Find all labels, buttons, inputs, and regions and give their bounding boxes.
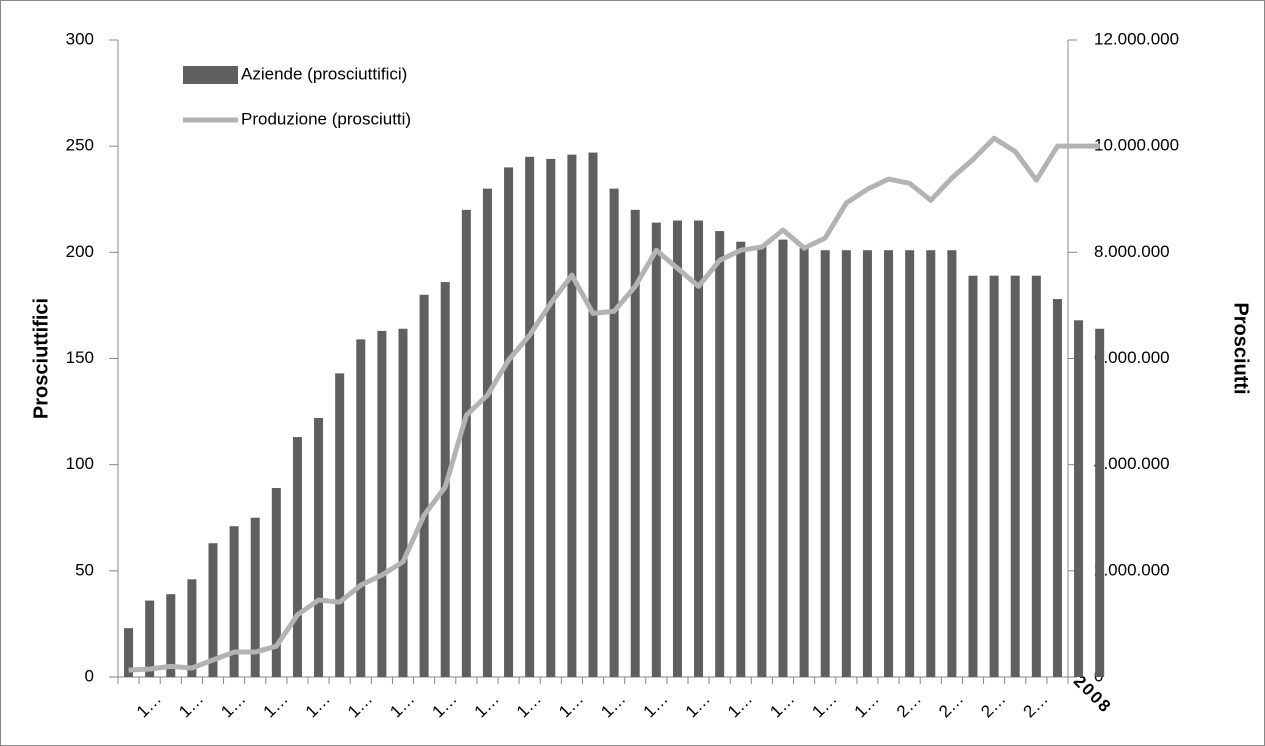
y2-tick-label: 8.000.000 [1094, 242, 1170, 261]
y-tick-label: 0 [85, 666, 94, 685]
bar [799, 248, 809, 677]
bar [482, 188, 492, 677]
bar [377, 330, 387, 677]
legend-swatch [183, 66, 238, 84]
bar [546, 158, 556, 677]
bar [588, 152, 598, 677]
bar [145, 600, 155, 677]
bar [968, 275, 978, 677]
y2-tick-label: 4.000.000 [1094, 454, 1170, 473]
bar [187, 579, 197, 677]
bar [884, 250, 894, 677]
bar [567, 154, 577, 677]
bar [335, 373, 345, 677]
line [128, 135, 1100, 673]
bar [229, 526, 239, 677]
y-tick-label: 50 [75, 560, 94, 579]
bar [926, 250, 936, 677]
bar [398, 328, 408, 677]
y2-tick-label: 12.000.000 [1094, 29, 1179, 48]
bar [292, 437, 302, 677]
bar [314, 417, 324, 677]
bar [1010, 275, 1020, 677]
bar [694, 220, 704, 677]
bar [1095, 328, 1105, 677]
bar [862, 250, 872, 677]
bar [250, 517, 260, 677]
legend-label: Aziende (prosciuttifici) [241, 64, 407, 83]
bar [715, 231, 725, 677]
y-tick-label: 250 [66, 136, 94, 155]
y-tick-label: 200 [66, 242, 94, 261]
y2-axis-title: Prosciutti [1230, 302, 1252, 394]
bar [609, 188, 619, 677]
bar [820, 250, 830, 677]
bar [651, 222, 661, 677]
bar [905, 250, 915, 677]
bar [356, 339, 366, 677]
bar [736, 241, 746, 677]
bar [757, 245, 767, 678]
bar [672, 220, 682, 677]
y-tick-label: 300 [66, 29, 94, 48]
bar [504, 167, 514, 677]
legend-label: Produzione (prosciutti) [241, 109, 411, 128]
bar [419, 294, 429, 677]
bar [841, 250, 851, 677]
bar [271, 488, 281, 677]
bar [461, 209, 471, 677]
bar [989, 275, 999, 677]
bar [1074, 320, 1084, 677]
bar [525, 156, 535, 678]
bar [947, 250, 957, 677]
bar [1031, 275, 1041, 677]
y-axis-title: Prosciuttifici [30, 298, 52, 419]
bar [208, 543, 218, 677]
y2-tick-label: 2.000.000 [1094, 560, 1170, 579]
bar [778, 239, 788, 678]
y-tick-label: 150 [66, 348, 94, 367]
bar [630, 209, 640, 677]
bar [1052, 299, 1062, 677]
y-tick-label: 100 [66, 454, 94, 473]
bar [124, 628, 134, 677]
y2-tick-label: 6.000.000 [1094, 348, 1170, 367]
y2-tick-label: 10.000.000 [1094, 136, 1179, 155]
bar [166, 594, 176, 677]
